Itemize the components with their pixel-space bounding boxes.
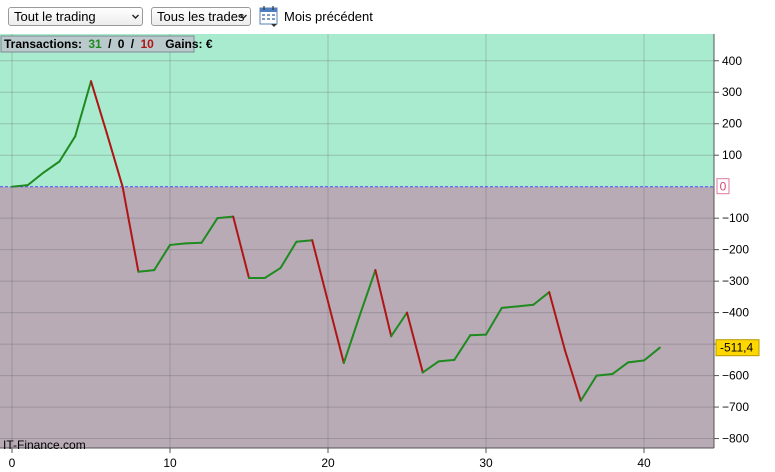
series-segment (58, 135, 77, 163)
last-value-label: -511,4 (720, 341, 753, 355)
y-tick-label: 100 (722, 148, 742, 162)
last-value-badge: -511,4 (715, 339, 760, 357)
series-segment (453, 334, 472, 361)
watermark: IT-Finance.com (3, 438, 86, 452)
series-segment (469, 333, 487, 337)
series-segment (327, 300, 345, 364)
y-tick-label: −200 (722, 243, 749, 257)
y-tick-label: 300 (722, 85, 742, 99)
series-segment (311, 239, 329, 303)
x-axis-ticks: 0 10 20 30 40 (9, 448, 651, 470)
series-segment (184, 241, 203, 245)
series-segment (500, 305, 519, 309)
series-segment (406, 311, 424, 374)
series-segment (342, 314, 361, 364)
separator: / (131, 37, 135, 51)
trading-scope-value: Tout le trading (14, 9, 96, 24)
wins-count: 31 (88, 37, 102, 51)
series-segment (516, 303, 535, 308)
trades-filter-value: Tous les trades (157, 9, 245, 24)
equity-series (11, 80, 661, 402)
y-tick-label: −700 (722, 400, 749, 414)
losses-count: 10 (140, 37, 154, 51)
neutral-count: 0 (118, 37, 125, 51)
equity-curve-chart: 400300200100−100−200−300−400−500−600−700… (0, 34, 760, 470)
y-tick-label: −800 (722, 432, 749, 446)
y-tick-label: −400 (722, 306, 749, 320)
x-tick-label: 20 (321, 456, 335, 470)
series-segment (153, 243, 171, 272)
toolbar: Tout le trading Tous les trades Mois pré… (0, 0, 775, 34)
series-segment (42, 160, 61, 174)
series-segment (74, 80, 92, 138)
y-tick-label: 400 (722, 54, 742, 68)
series-segment (595, 373, 614, 377)
series-segment (627, 359, 645, 364)
series-segment (485, 306, 503, 336)
series-segment (579, 374, 598, 402)
grid (0, 34, 714, 448)
positive-zone (0, 34, 714, 187)
chevron-down-icon (240, 14, 247, 19)
series-segment (564, 349, 582, 402)
zero-badge-label: 0 (720, 180, 727, 194)
series-segment (121, 185, 140, 273)
series-segment (169, 242, 187, 246)
series-segment (200, 217, 219, 244)
gains-label: Gains: € (165, 37, 213, 51)
y-tick-label: −600 (722, 369, 749, 383)
series-segment (216, 215, 235, 220)
negative-zone (0, 186, 714, 448)
y-tick-label: −300 (722, 274, 749, 288)
x-tick-label: 0 (9, 456, 16, 470)
x-tick-label: 40 (637, 456, 651, 470)
series-segment (548, 291, 566, 352)
x-tick-label: 10 (163, 456, 177, 470)
series-segment (137, 269, 156, 273)
y-axis-ticks: 400300200100−100−200−300−400−500−600−700… (714, 54, 749, 446)
period-label: Mois précédent (284, 9, 373, 24)
series-segment (232, 215, 250, 279)
y-tick-label: 200 (722, 117, 742, 131)
series-segment (390, 311, 408, 338)
series-segment (421, 360, 440, 374)
stats-header: Transactions: 31 / 0 / 10 Gains: € (0, 35, 213, 53)
series-segment (263, 266, 282, 279)
series-segment (11, 184, 29, 188)
series-segment (437, 358, 456, 363)
trades-filter-select[interactable]: Tous les trades (151, 7, 251, 26)
series-segment (358, 269, 377, 317)
trading-scope-select[interactable]: Tout le trading (8, 7, 143, 26)
series-segment (105, 132, 124, 188)
series-segment (295, 239, 314, 243)
separator: / (108, 37, 112, 51)
series-segment (279, 240, 298, 269)
calendar-icon[interactable] (259, 5, 279, 27)
chevron-down-icon (132, 14, 139, 19)
y-tick-label: −100 (722, 211, 749, 225)
x-tick-label: 30 (479, 456, 493, 470)
zero-badge: 0 (716, 178, 730, 195)
series-segment (374, 269, 393, 338)
svg-text:Transactions: 31 /: Transactions: 31 / 0 / 10 Gains: € (4, 37, 213, 51)
series-segment (611, 361, 630, 376)
series-segment (643, 346, 661, 362)
series-segment (90, 80, 108, 135)
series-segment (26, 171, 45, 187)
transactions-label: Transactions: (4, 37, 82, 51)
series-segment (532, 291, 551, 306)
